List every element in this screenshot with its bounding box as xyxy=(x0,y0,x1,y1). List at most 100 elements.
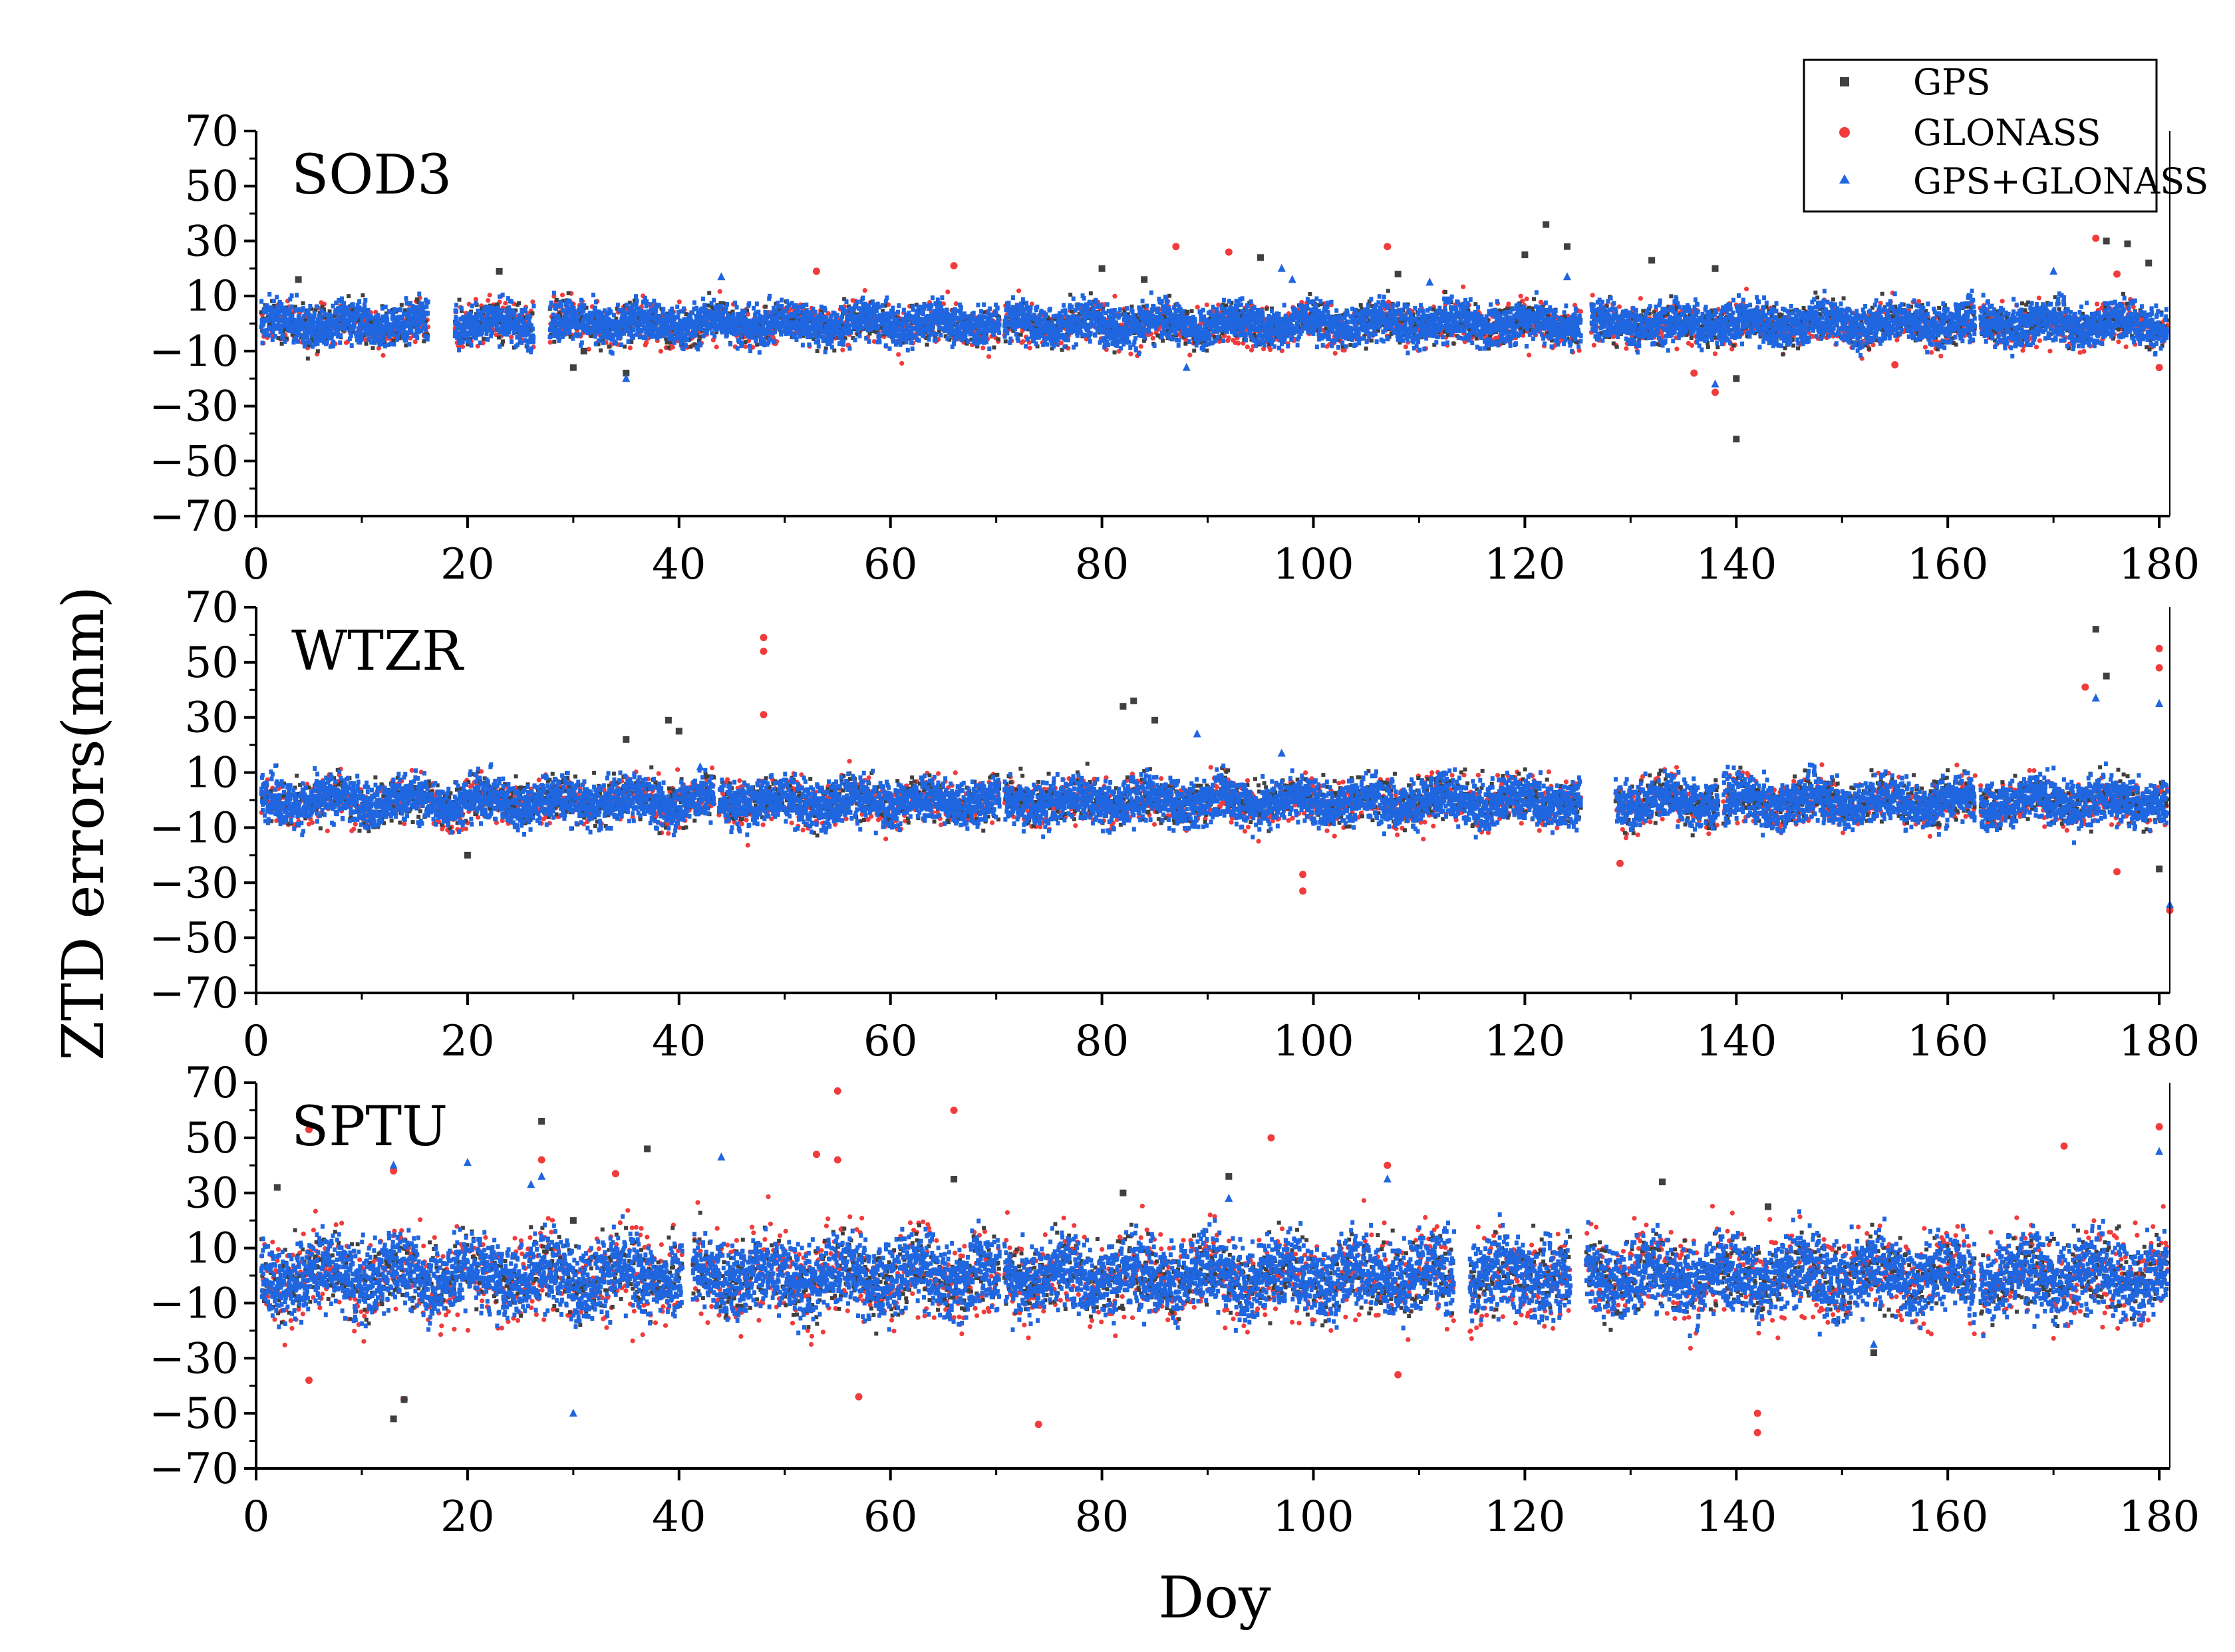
glonass-point xyxy=(559,292,565,298)
glonass-point xyxy=(2123,344,2129,350)
gps-glonass-point xyxy=(413,322,418,327)
glonass-point xyxy=(1195,305,1200,310)
gps-point xyxy=(1689,336,1694,341)
gps-point xyxy=(1866,346,1871,351)
glonass-point xyxy=(1616,304,1622,309)
gps-point xyxy=(566,291,571,295)
glonass-outlier xyxy=(1712,388,1719,396)
gps-glonass-point xyxy=(281,334,285,339)
glonass-point xyxy=(1204,302,1209,307)
gps-glonass-point xyxy=(311,319,316,324)
glonass-point xyxy=(676,299,682,305)
gps-point xyxy=(361,293,365,298)
gps-point xyxy=(364,341,369,346)
gps-glonass-point xyxy=(273,334,277,339)
glonass-point xyxy=(899,360,905,366)
glonass-point xyxy=(986,354,992,359)
gps-point xyxy=(1801,306,1806,311)
gps-point xyxy=(1364,346,1368,351)
gps-glonass-point xyxy=(388,341,393,346)
gps-point xyxy=(2023,308,2027,313)
glonass-point xyxy=(530,299,535,305)
gps-point xyxy=(1018,333,1023,337)
gps-glonass-point xyxy=(279,329,283,335)
gps-point xyxy=(815,348,820,353)
gps-point xyxy=(1161,339,1165,343)
gps-glonass-point xyxy=(338,340,343,345)
gps-point xyxy=(1532,297,1537,301)
data-points-sod3 xyxy=(259,221,2170,443)
gps-outlier xyxy=(2145,259,2153,267)
gps-point xyxy=(1715,345,1720,350)
glonass-outlier xyxy=(950,262,958,270)
gps-glonass-point xyxy=(349,343,354,348)
gps-point xyxy=(2147,347,2152,352)
glonass-point xyxy=(1138,344,1143,349)
gps-outlier xyxy=(1394,271,1402,278)
gps-glonass-point xyxy=(323,312,327,317)
gps-outlier xyxy=(295,276,302,283)
glonass-point xyxy=(1518,293,1523,299)
gps-point xyxy=(1308,291,1312,296)
gps-point xyxy=(1831,297,1836,302)
gps-glonass-point xyxy=(404,301,409,306)
gps-point xyxy=(1212,335,1217,339)
gps-glonass-point xyxy=(339,296,344,301)
gps-point xyxy=(707,291,712,295)
glonass-point xyxy=(1938,353,1944,359)
gps-outlier xyxy=(1521,251,1529,259)
gps-point xyxy=(1841,296,1846,301)
gps-point xyxy=(457,297,462,302)
gps-point xyxy=(1185,309,1190,314)
gps-point xyxy=(517,301,522,305)
gps-point xyxy=(2025,300,2030,305)
glonass-point xyxy=(1150,335,1155,341)
gps-glonass-point xyxy=(382,333,386,338)
glonass-point xyxy=(2033,344,2039,350)
glonass-outlier xyxy=(1172,243,1180,251)
gps-glonass-point xyxy=(359,337,363,342)
gps-glonass-point xyxy=(359,317,364,323)
gps-glonass-point xyxy=(369,316,374,321)
glonass-point xyxy=(1112,293,1118,299)
glonass-point xyxy=(717,289,722,294)
gps-point xyxy=(1192,348,1197,353)
gps-glonass-point xyxy=(295,339,300,344)
gps-glonass-point xyxy=(409,329,414,334)
glonass-point xyxy=(1027,345,1032,350)
series-gps-glonass-sod3 xyxy=(259,263,2170,388)
gps-point xyxy=(697,334,702,339)
glonass-point xyxy=(1524,296,1529,302)
gps-point xyxy=(1112,350,1117,354)
gps-glonass-point xyxy=(385,317,390,322)
gps-glonass-point xyxy=(383,305,388,310)
gps-glonass-point xyxy=(392,342,396,347)
gps-glonass-point xyxy=(415,335,420,341)
glonass-point xyxy=(1236,341,1241,346)
glonass-point xyxy=(473,297,478,302)
gps-glonass-point xyxy=(372,340,377,345)
glonass-point xyxy=(670,344,675,350)
gps-point xyxy=(607,344,611,349)
glonass-point xyxy=(1894,337,1900,343)
glonass-outlier xyxy=(1225,248,1233,256)
gps-point xyxy=(2057,307,2061,311)
glonass-outlier xyxy=(812,267,820,275)
glonass-point xyxy=(1638,296,1643,301)
glonass-point xyxy=(1016,288,1022,293)
glonass-point xyxy=(509,335,514,340)
glonass-point xyxy=(487,293,492,298)
glonass-point xyxy=(460,344,466,349)
gps-glonass-point xyxy=(342,301,347,306)
gps-point xyxy=(1731,343,1736,348)
glonass-point xyxy=(1591,343,1596,348)
gps-glonass-point xyxy=(381,338,386,343)
gps-point xyxy=(2125,301,2129,306)
gps-point xyxy=(1880,291,1884,296)
gps-glonass-point xyxy=(259,299,264,304)
glonass-point xyxy=(1506,301,1511,307)
gps-point xyxy=(992,345,996,350)
gps-point xyxy=(371,346,375,350)
gps-glonass-point xyxy=(267,333,271,338)
